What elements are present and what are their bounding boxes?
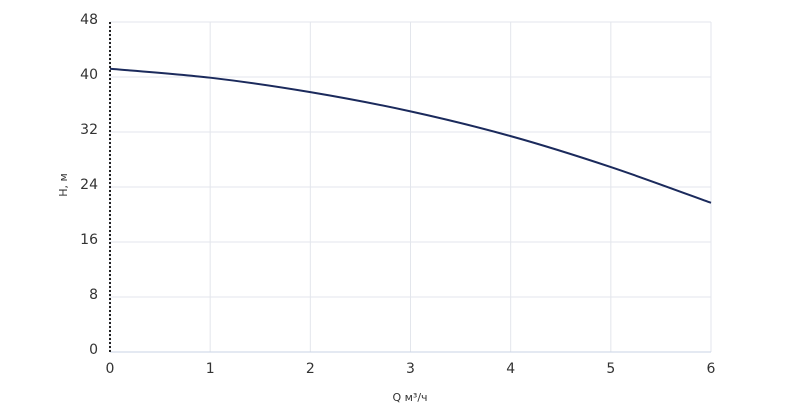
x-tick-label: 3 (406, 361, 415, 377)
x-tick-label: 4 (506, 361, 515, 377)
y-axis-label: H, м (57, 173, 70, 197)
y-tick-label: 24 (80, 177, 98, 193)
x-tick-label: 1 (206, 361, 215, 377)
y-tick-label: 40 (80, 67, 98, 83)
x-tick-label: 0 (106, 361, 115, 377)
y-tick-label: 0 (89, 342, 98, 358)
y-tick-label: 8 (89, 287, 98, 303)
curve (109, 67, 712, 204)
x-tick-label: 2 (306, 361, 315, 377)
x-tick-label: 6 (707, 361, 716, 377)
y-tick-label: 32 (80, 122, 98, 138)
y-tick-label: 16 (80, 232, 98, 248)
x-axis-label: Q м³/ч (392, 391, 427, 404)
x-tick-label: 5 (606, 361, 615, 377)
y-tick-label: 48 (80, 12, 98, 28)
